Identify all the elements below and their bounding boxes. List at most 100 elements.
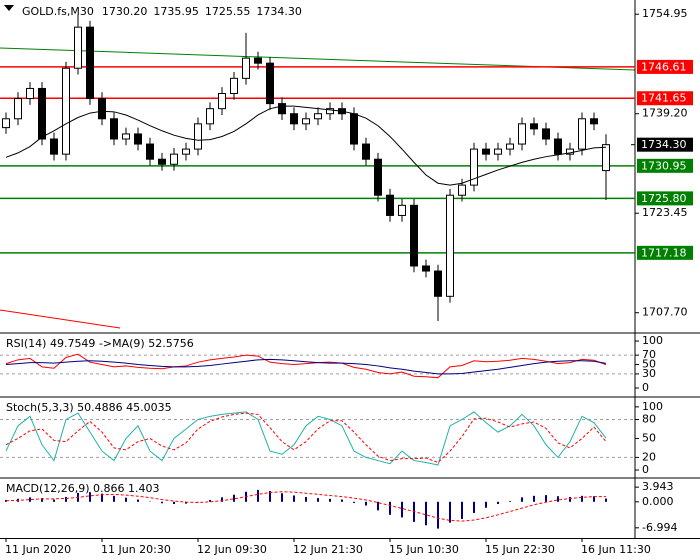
ohlc-label: 1725.55 [205, 5, 251, 18]
level-label-bg [637, 91, 693, 106]
candle-body [386, 194, 394, 216]
candle-body [362, 143, 370, 160]
candle-body [2, 118, 10, 129]
candle-body [266, 62, 274, 105]
ohlc-label: 1734.30 [256, 5, 302, 18]
candle-body [434, 270, 442, 297]
y-tick-label: -6.994 [642, 521, 677, 534]
candle-body [62, 67, 70, 155]
indicator-line [5, 412, 607, 464]
candle-body [350, 113, 358, 145]
x-tick-label: 11 Jun 2020 [5, 543, 71, 556]
candle-body [530, 123, 538, 130]
x-tick-label: 12 Jun 21:30 [293, 543, 363, 556]
candle-body [26, 87, 34, 100]
candle-body [482, 148, 490, 155]
x-tick-label: 15 Jun 10:30 [389, 543, 459, 556]
x-tick-label: 12 Jun 09:30 [197, 543, 267, 556]
candle-body [146, 143, 154, 160]
indicator-title: RSI(14) 49.7549 ->MA(9) 52.5756 [6, 337, 194, 350]
current-price-label: 1734.30 [641, 138, 687, 151]
candle-body [74, 26, 82, 69]
x-tick-label: 15 Jun 22:30 [485, 543, 555, 556]
y-tick-label: 50 [642, 431, 656, 444]
candle-body [374, 158, 382, 196]
candle-body [566, 148, 574, 155]
ohlc-label: 1735.95 [153, 5, 199, 18]
candle-body [542, 128, 550, 140]
candle-body [122, 133, 130, 140]
y-tick-label: 0.000 [642, 495, 674, 508]
level-label: 1717.18 [641, 246, 687, 259]
candle-body [230, 77, 238, 95]
level-label: 1725.80 [641, 192, 687, 205]
candle-body [290, 113, 298, 125]
level-label-bg [637, 245, 693, 260]
y-tick-label: 3.943 [642, 480, 674, 493]
candle-body [242, 57, 250, 79]
candle-body [422, 265, 430, 272]
candle-body [182, 148, 190, 155]
y-tick-label: 80 [642, 412, 656, 425]
candle-body [38, 87, 46, 140]
candle-body [398, 204, 406, 216]
y-tick-label: 50 [642, 358, 656, 371]
candle-body [590, 118, 598, 125]
indicator-line [5, 358, 607, 375]
indicator-title: MACD(12,26,9) 0.866 1.403 [6, 482, 160, 495]
candle-body [134, 133, 142, 145]
candle-body [254, 57, 262, 64]
ohlc-label: 1730.20 [102, 5, 148, 18]
level-label: 1730.95 [641, 159, 687, 172]
moving-average [5, 105, 607, 186]
candle-body [506, 143, 514, 150]
candle-body [170, 153, 178, 165]
candle-body [86, 26, 94, 100]
candle-body [578, 118, 586, 150]
candle-body [110, 118, 118, 140]
y-tick-label: 1707.70 [642, 306, 688, 319]
candle-body [410, 204, 418, 267]
candle-body [14, 98, 22, 120]
candle-body [158, 158, 166, 165]
candle-body [314, 113, 322, 120]
candle-body [278, 103, 286, 115]
candle-body [602, 144, 610, 172]
y-tick-label: 100 [642, 400, 663, 413]
candle-body [458, 184, 466, 196]
candle-body [206, 108, 214, 125]
chart-title: GOLD.fs,M30 [22, 5, 94, 18]
x-tick-label: 16 Jun 11:30 [581, 543, 651, 556]
y-tick-label: 1739.20 [642, 107, 688, 120]
trend-line [0, 309, 121, 329]
candle-body [470, 148, 478, 186]
candle-body [218, 93, 226, 110]
candle-body [446, 194, 454, 297]
current-price-label-bg [637, 137, 693, 152]
y-tick-label: 0 [642, 463, 649, 476]
candle-body [326, 108, 334, 115]
indicator-title: Stoch(5,3,3) 50.4886 45.0035 [6, 401, 172, 414]
y-tick-label: 70 [642, 348, 656, 361]
indicator-line [5, 353, 607, 379]
candle-body [194, 123, 202, 150]
y-tick-label: 1723.45 [642, 206, 688, 219]
y-tick-label: 100 [642, 334, 663, 347]
y-tick-label: 0 [642, 381, 649, 394]
level-label: 1746.61 [641, 60, 687, 73]
level-label: 1741.65 [641, 92, 687, 105]
candle-body [554, 138, 562, 155]
candle-body [518, 123, 526, 145]
candle-body [494, 148, 502, 155]
level-label-bg [637, 59, 693, 74]
level-label-bg [637, 158, 693, 173]
level-label-bg [637, 191, 693, 206]
indicator-line [5, 491, 607, 522]
menu-icon[interactable] [4, 5, 14, 11]
candle-body [50, 138, 58, 155]
candle-body [98, 98, 106, 120]
y-tick-label: 30 [642, 367, 656, 380]
candle-body [302, 118, 310, 125]
